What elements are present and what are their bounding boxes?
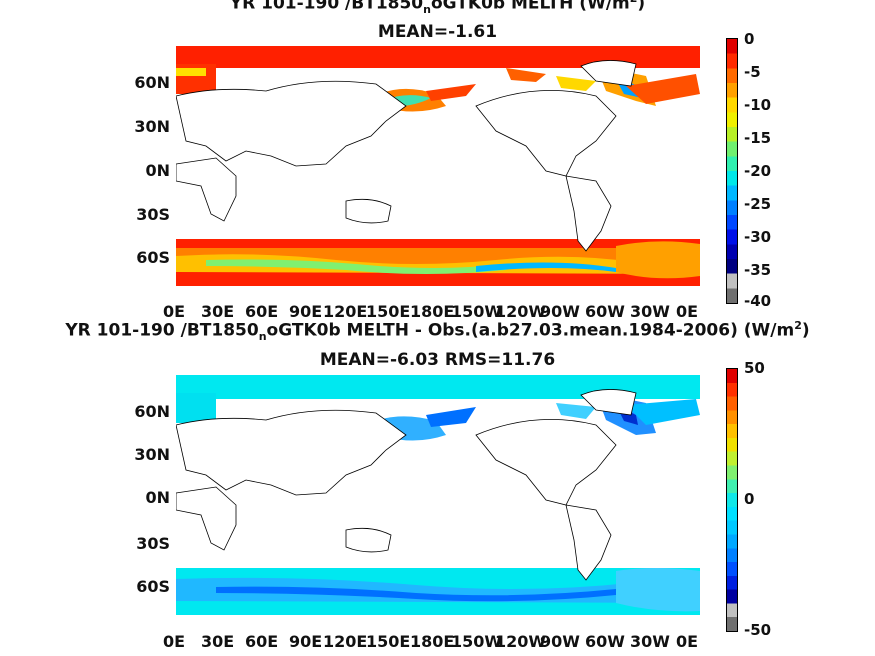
- y-tick-30n: 30N: [134, 117, 170, 136]
- panel2-coastlines: [176, 389, 637, 581]
- y-tick-60n: 60N: [134, 402, 170, 421]
- x-tick-120w: 120W: [495, 302, 547, 321]
- cbar1-label: -20: [744, 162, 772, 180]
- y-tick-30n: 30N: [134, 445, 170, 464]
- x-tick-0e: 0E: [163, 302, 186, 321]
- x-tick-60e: 60E: [245, 302, 279, 321]
- panel2-map: [176, 375, 700, 625]
- panel2-subtitle: MEAN=-6.03 RMS=11.76: [319, 350, 556, 370]
- cbar1-label: -25: [744, 195, 772, 213]
- panel1-southern-field: [176, 239, 700, 296]
- x-tick-180e: 180E: [410, 302, 455, 321]
- y-tick-30s: 30S: [136, 205, 170, 224]
- y-tick-0n: 0N: [145, 488, 170, 507]
- panel1-colorbar: [726, 38, 738, 304]
- y-tick-0n: 0N: [145, 161, 170, 180]
- panel2-title: YR 101-190 /BT1850noGTK0b MELTH - Obs.(a…: [65, 319, 810, 344]
- x-tick-150e: 150E: [366, 302, 411, 321]
- x-tick-90e: 90E: [289, 302, 323, 321]
- x-tick-90w: 90W: [540, 302, 580, 321]
- x-tick-90w: 90W: [540, 632, 580, 651]
- x-tick-150w: 150W: [451, 302, 503, 321]
- x-tick-180e: 180E: [410, 632, 455, 651]
- x-tick-90e: 90E: [289, 632, 323, 651]
- panel1-title: YR 101-190 /BT1850noGTK0b MELTH (W/m2): [229, 0, 646, 17]
- x-tick-60w: 60W: [585, 632, 625, 651]
- x-tick-120w: 120W: [495, 632, 547, 651]
- cbar2-label: 0: [744, 490, 755, 508]
- panel1-map: [176, 46, 700, 296]
- panel1-subtitle: MEAN=-1.61: [377, 22, 498, 42]
- x-tick-60w: 60W: [585, 302, 625, 321]
- cbar1-label: -35: [744, 261, 772, 279]
- cbar1-label: -15: [744, 129, 772, 147]
- x-tick-30e: 30E: [201, 302, 235, 321]
- panel2-southern-field: [176, 568, 700, 625]
- y-tick-30s: 30S: [136, 534, 170, 553]
- cbar1-label: -10: [744, 96, 772, 114]
- cbar2-label: -50: [744, 621, 772, 639]
- panel1-coastlines: [176, 60, 637, 252]
- x-tick-30w: 30W: [630, 632, 670, 651]
- x-tick-0e: 0E: [163, 632, 186, 651]
- x-tick-30w: 30W: [630, 302, 670, 321]
- x-tick-30e: 30E: [201, 632, 235, 651]
- x-tick-120e: 120E: [323, 302, 368, 321]
- x-tick-120e: 120E: [323, 632, 368, 651]
- cbar1-label: 0: [744, 30, 755, 48]
- x-tick-0e-end: 0E: [676, 302, 699, 321]
- cbar1-label: -30: [744, 228, 772, 246]
- y-tick-60s: 60S: [136, 248, 170, 267]
- x-tick-150e: 150E: [366, 632, 411, 651]
- cbar1-label: -5: [744, 63, 761, 81]
- x-tick-0e-end: 0E: [676, 632, 699, 651]
- x-tick-150w: 150W: [451, 632, 503, 651]
- panel2-colorbar: [726, 368, 738, 632]
- y-tick-60n: 60N: [134, 73, 170, 92]
- y-tick-60s: 60S: [136, 577, 170, 596]
- cbar1-label: -40: [744, 292, 772, 310]
- x-tick-60e: 60E: [245, 632, 279, 651]
- cbar2-label: 50: [744, 359, 765, 377]
